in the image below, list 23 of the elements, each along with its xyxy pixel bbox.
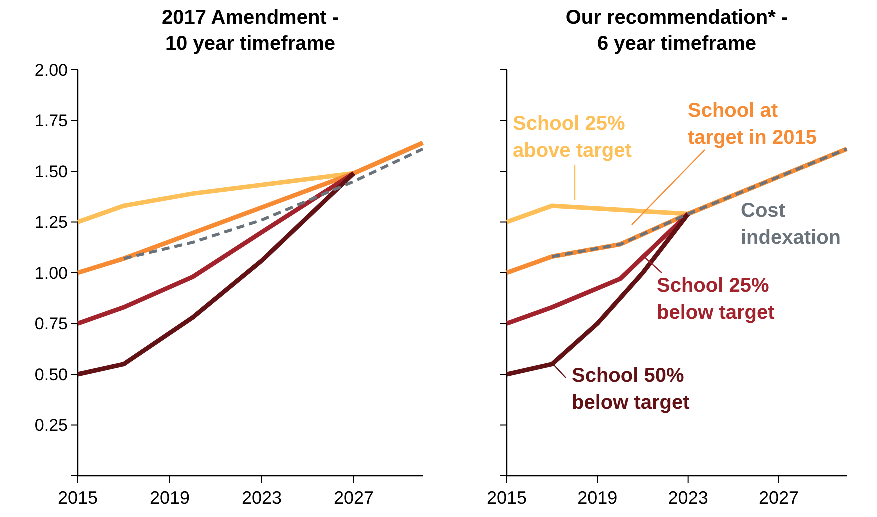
x-tick-label: 2015	[486, 488, 528, 508]
y-tick-label: 0.75	[34, 314, 68, 334]
x-tick-label: 2019	[150, 488, 190, 508]
y-tick-label: 1.75	[34, 112, 68, 131]
x-tick-label: 2023	[668, 488, 708, 508]
x-tick-label: 2019	[578, 488, 618, 508]
series-label: Cost indexation	[741, 200, 842, 249]
y-tick-label: 0.50	[34, 365, 68, 384]
legend-label: School 50% below target	[572, 365, 690, 414]
chart-title: 2017 Amendment - 10 year timeframe	[162, 7, 340, 55]
chart-title: Our recommendation* - 6 year timeframe	[566, 7, 788, 55]
text: School 25% above target	[513, 113, 632, 162]
y-tick-label: 0.25	[34, 416, 68, 436]
y-tick-label: 2.00	[34, 60, 68, 80]
series-label: School 25% below target	[657, 275, 776, 324]
x-tick-label: 2027	[334, 488, 374, 508]
x-tick-label: 2027	[758, 488, 800, 508]
y-tick-label: 1.00	[34, 264, 68, 283]
x-tick-label: 2015	[58, 488, 98, 508]
x-tick-label: 2023	[242, 488, 282, 508]
series-label: School at target in 2015	[688, 100, 817, 149]
y-tick-label: 1.50	[34, 162, 68, 182]
y-tick-label: 1.25	[34, 213, 68, 232]
